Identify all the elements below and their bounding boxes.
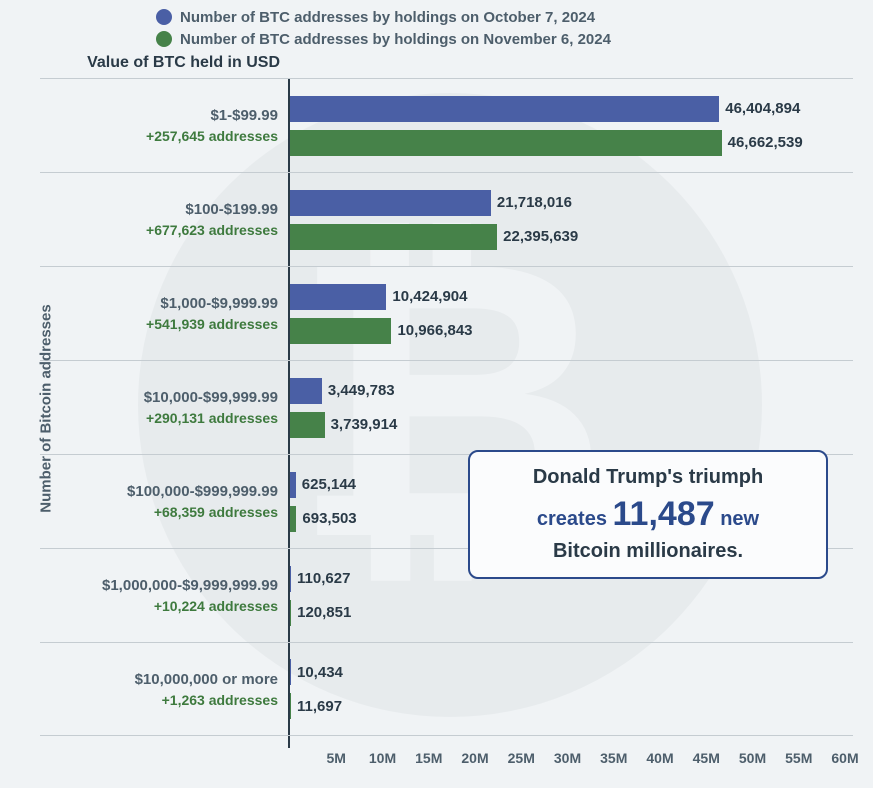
bar-value-label: 10,966,843 bbox=[397, 322, 472, 339]
bar-wrap: 21,718,016 bbox=[290, 190, 853, 216]
delta-label: +1,263 addresses bbox=[40, 692, 278, 708]
bar-value-label: 46,404,894 bbox=[725, 100, 800, 117]
bar-wrap: 120,851 bbox=[290, 600, 853, 626]
delta-label: +10,224 addresses bbox=[40, 598, 278, 614]
bar bbox=[290, 130, 722, 156]
bar bbox=[290, 96, 719, 122]
bar bbox=[290, 472, 296, 498]
bar-value-label: 625,144 bbox=[302, 476, 356, 493]
row-label-area: $1-$99.99 +257,645 addresses bbox=[40, 79, 288, 172]
x-tick-label: 20M bbox=[461, 750, 488, 766]
bar bbox=[290, 284, 386, 310]
legend-label: Number of BTC addresses by holdings on O… bbox=[180, 9, 595, 26]
bar-wrap: 3,739,914 bbox=[290, 412, 853, 438]
bars-container: 3,449,783 3,739,914 bbox=[290, 361, 853, 454]
legend: Number of BTC addresses by holdings on O… bbox=[156, 6, 611, 50]
delta-label: +290,131 addresses bbox=[40, 410, 278, 426]
x-tick-label: 5M bbox=[327, 750, 346, 766]
bar bbox=[290, 378, 322, 404]
x-tick-label: 55M bbox=[785, 750, 812, 766]
bar-wrap: 10,424,904 bbox=[290, 284, 853, 310]
range-label: $1,000,000-$9,999,999.99 bbox=[40, 577, 278, 594]
x-axis: 5M10M15M20M25M30M35M40M45M50M55M60M bbox=[290, 750, 853, 774]
bar-value-label: 46,662,539 bbox=[728, 134, 803, 151]
legend-item-oct: Number of BTC addresses by holdings on O… bbox=[156, 6, 611, 28]
chart-header-title: Value of BTC held in USD bbox=[40, 54, 280, 72]
range-label: $100,000-$999,999.99 bbox=[40, 483, 278, 500]
bar bbox=[290, 693, 291, 719]
bar bbox=[290, 506, 296, 532]
row-label-area: $100,000-$999,999.99 +68,359 addresses bbox=[40, 455, 288, 548]
row-label-area: $100-$199.99 +677,623 addresses bbox=[40, 173, 288, 266]
bars-container: 10,434 11,697 bbox=[290, 643, 853, 735]
bar-wrap: 22,395,639 bbox=[290, 224, 853, 250]
bar-wrap: 10,434 bbox=[290, 659, 853, 685]
chart-row: $10,000-$99,999.99 +290,131 addresses 3,44… bbox=[40, 360, 853, 454]
row-label-area: $10,000-$99,999.99 +290,131 addresses bbox=[40, 361, 288, 454]
delta-label: +257,645 addresses bbox=[40, 128, 278, 144]
legend-label: Number of BTC addresses by holdings on N… bbox=[180, 31, 611, 48]
callout-line2: creates 11,487 new bbox=[492, 495, 804, 534]
bars-container: 46,404,894 46,662,539 bbox=[290, 79, 853, 172]
bar-value-label: 110,627 bbox=[297, 570, 350, 587]
row-label-area: $1,000,000-$9,999,999.99 +10,224 addresse… bbox=[40, 549, 288, 642]
x-tick-label: 15M bbox=[415, 750, 442, 766]
bar bbox=[290, 412, 325, 438]
bar-value-label: 10,424,904 bbox=[392, 288, 467, 305]
chart-area: $1-$99.99+257,645 addresses46,404,89446,… bbox=[40, 78, 853, 748]
bar-value-label: 21,718,016 bbox=[497, 194, 572, 211]
x-tick-label: 10M bbox=[369, 750, 396, 766]
bars-container: 10,424,904 10,966,843 bbox=[290, 267, 853, 360]
delta-label: +541,939 addresses bbox=[40, 316, 278, 332]
bar-value-label: 22,395,639 bbox=[503, 228, 578, 245]
x-tick-label: 45M bbox=[693, 750, 720, 766]
range-label: $100-$199.99 bbox=[40, 201, 278, 218]
chart-row: $1-$99.99+257,645 addresses46,404,89446,… bbox=[40, 78, 853, 172]
bar bbox=[290, 318, 391, 344]
x-tick-label: 50M bbox=[739, 750, 766, 766]
row-label-area: $1,000-$9,999.99 +541,939 addresses bbox=[40, 267, 288, 360]
chart-row: $100-$199.99 +677,623 addresses 21,718,016… bbox=[40, 172, 853, 266]
bar-value-label: 11,697 bbox=[297, 698, 342, 715]
bar-wrap: 3,449,783 bbox=[290, 378, 853, 404]
legend-item-nov: Number of BTC addresses by holdings on N… bbox=[156, 28, 611, 50]
bar-wrap: 11,697 bbox=[290, 693, 853, 719]
callout-line1: Donald Trump's triumph bbox=[492, 466, 804, 489]
range-label: $1-$99.99 bbox=[40, 107, 278, 124]
bar bbox=[290, 190, 491, 216]
chart-row: $1,000-$9,999.99 +541,939 addresses 10,424… bbox=[40, 266, 853, 360]
legend-dot-icon bbox=[156, 9, 172, 25]
callout-line3: Bitcoin millionaires. bbox=[492, 540, 804, 563]
bar-value-label: 10,434 bbox=[297, 664, 343, 681]
bar-value-label: 693,503 bbox=[302, 510, 356, 527]
legend-dot-icon bbox=[156, 31, 172, 47]
bars-container: 21,718,016 22,395,639 bbox=[290, 173, 853, 266]
bar-wrap: 10,966,843 bbox=[290, 318, 853, 344]
callout-box: Donald Trump's triumph creates 11,487 ne… bbox=[468, 450, 828, 579]
bar bbox=[290, 566, 291, 592]
bar-value-label: 3,449,783 bbox=[328, 382, 395, 399]
bar-wrap: 46,662,539 bbox=[290, 130, 853, 156]
bar-value-label: 3,739,914 bbox=[331, 416, 398, 433]
row-label-area: $10,000,000 or more +1,263 addresses bbox=[40, 643, 288, 735]
x-tick-label: 25M bbox=[508, 750, 535, 766]
bar-value-label: 120,851 bbox=[297, 604, 351, 621]
bar bbox=[290, 600, 291, 626]
x-tick-label: 60M bbox=[831, 750, 858, 766]
delta-label: +677,623 addresses bbox=[40, 222, 278, 238]
x-tick-label: 30M bbox=[554, 750, 581, 766]
x-tick-label: 35M bbox=[600, 750, 627, 766]
chart-row: $10,000,000 or more +1,263 addresses 10,43… bbox=[40, 642, 853, 736]
bar bbox=[290, 224, 497, 250]
x-tick-label: 40M bbox=[646, 750, 673, 766]
y-axis-title: Number of Bitcoin addresses bbox=[38, 304, 55, 512]
bar-wrap: 46,404,894 bbox=[290, 96, 853, 122]
range-label: $1,000-$9,999.99 bbox=[40, 295, 278, 312]
bar bbox=[290, 659, 291, 685]
range-label: $10,000-$99,999.99 bbox=[40, 389, 278, 406]
delta-label: +68,359 addresses bbox=[40, 504, 278, 520]
range-label: $10,000,000 or more bbox=[40, 671, 278, 688]
